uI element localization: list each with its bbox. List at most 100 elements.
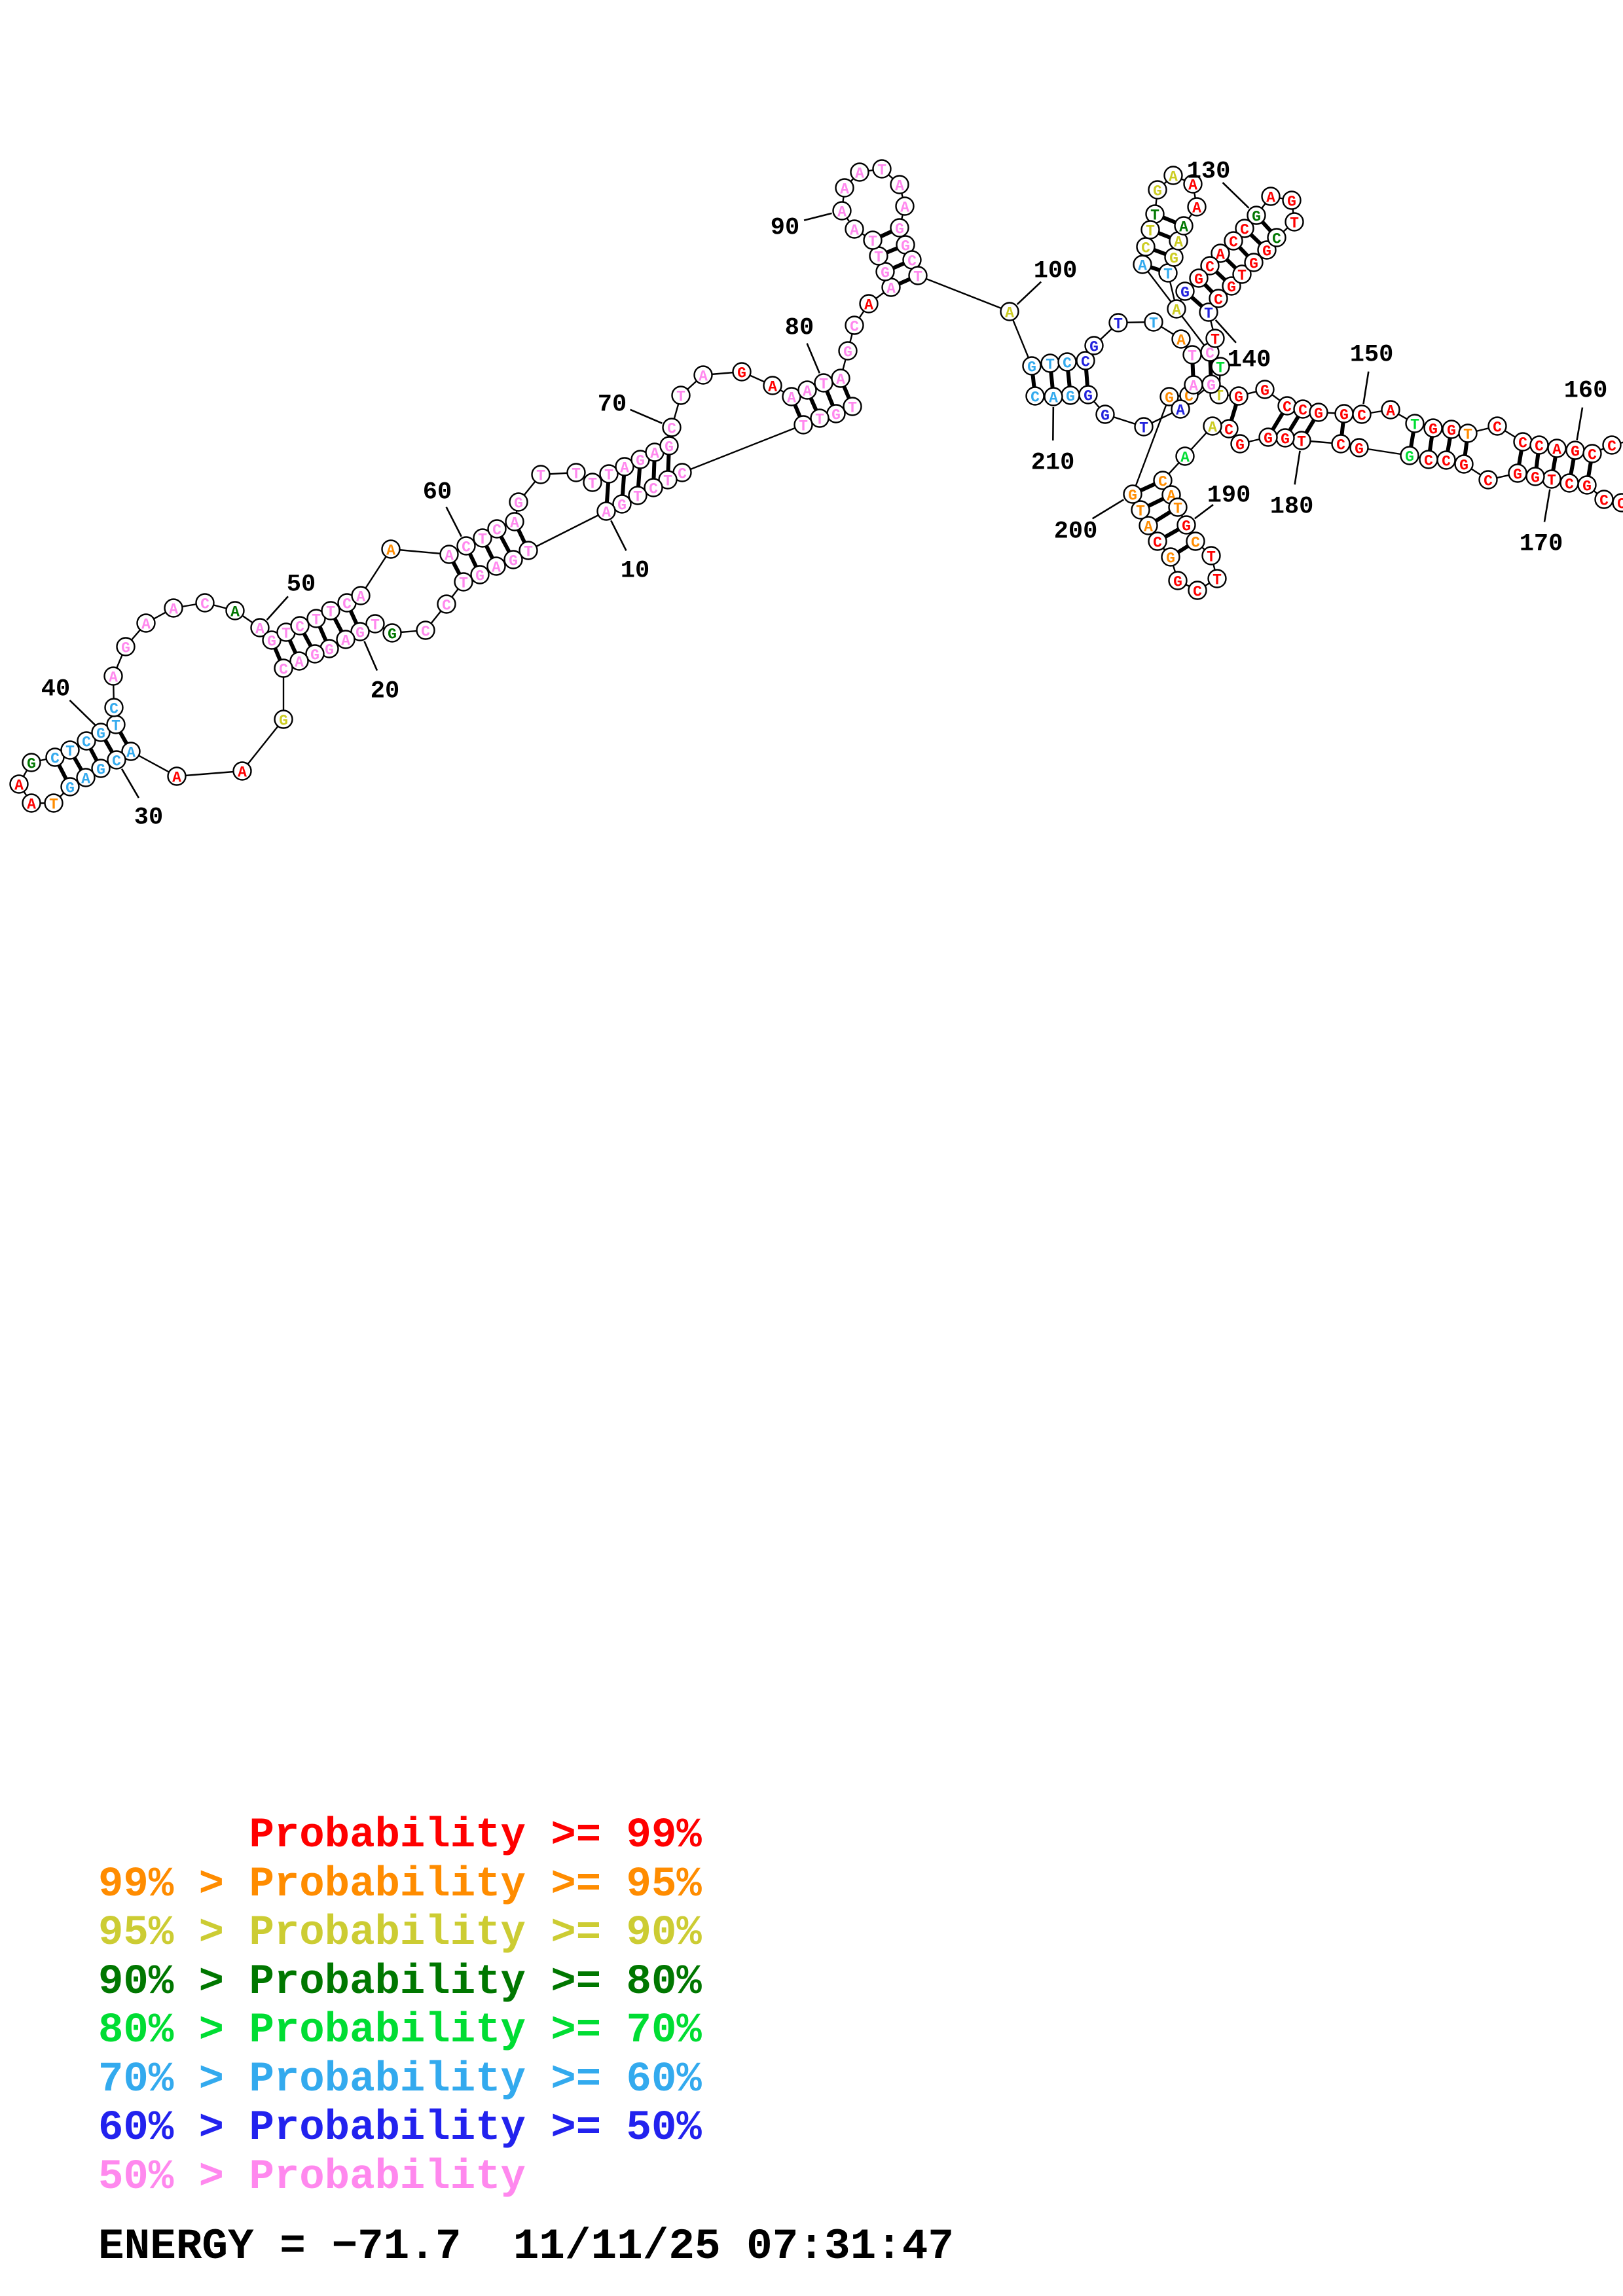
nucleotide-letter: C (649, 480, 658, 497)
nucleotide-letter: C (1063, 355, 1072, 372)
nucleotide-letter: T (1150, 207, 1159, 224)
nucleotide-letter: G (1405, 448, 1414, 465)
nucleotide-letter: T (1146, 223, 1155, 240)
nucleotide-circle (1084, 336, 1104, 355)
nucleotide-letter: G (310, 647, 319, 664)
nucleotide-letter: A (886, 280, 896, 297)
nucleotide-letter: T (111, 717, 120, 734)
nucleotide-letter: C (1565, 476, 1574, 493)
nucleotide: T (1199, 302, 1218, 322)
nucleotide-letter: A (620, 459, 629, 476)
nucleotide-circle (863, 230, 883, 250)
nucleotide-letter: C (50, 750, 60, 767)
nucleotide-circle (439, 545, 459, 564)
nucleotide: C (672, 463, 692, 482)
nucleotide-letter: C (200, 596, 210, 613)
nucleotide-circle (306, 609, 326, 628)
nucleotide: G (503, 550, 523, 569)
nucleotide: T (1285, 212, 1304, 232)
nucleotide: A (250, 618, 270, 637)
nucleotide-letter: C (1205, 259, 1214, 276)
nucleotide: C (195, 593, 215, 613)
nucleotide: T (671, 386, 691, 405)
nucleotide-circle (1454, 454, 1474, 474)
nucleotide: A (486, 556, 506, 576)
nucleotide-circle (1144, 312, 1163, 332)
nucleotide: A (831, 368, 850, 388)
nucleotide-letter: C (1205, 345, 1214, 362)
nucleotide-letter: G (1314, 405, 1323, 422)
nucleotide-letter: T (874, 249, 883, 266)
nucleotide: C (107, 750, 126, 770)
nucleotide: T (793, 415, 813, 435)
nucleotide: A (1133, 255, 1152, 274)
nucleotide-letter: T (459, 575, 468, 592)
nucleotide: G (1161, 547, 1180, 567)
nucleotide-circle (290, 616, 310, 636)
nucleotide: T (658, 470, 678, 490)
nucleotide-letter: A (840, 181, 849, 198)
nucleotide-letter: G (1153, 183, 1162, 200)
nucleotide-circle (1267, 228, 1286, 247)
position-label: 190 (1207, 482, 1251, 509)
nucleotide-letter: C (442, 597, 451, 614)
nucleotide-letter: A (1180, 449, 1190, 466)
nucleotide-letter: G (1287, 193, 1296, 210)
nucleotide: C (1219, 419, 1239, 439)
nucleotide: T (1211, 357, 1230, 376)
nucleotide-letter: C (1141, 240, 1150, 257)
nucleotide: C (1478, 470, 1498, 490)
nucleotide: T (1158, 263, 1178, 283)
nucleotide: T (44, 793, 64, 813)
position-label: 160 (1564, 377, 1608, 404)
nucleotide-letter: C (295, 619, 304, 636)
nucleotide-circle (351, 586, 371, 605)
nucleotide-letter: A (230, 603, 240, 620)
nucleotide-letter: T (524, 543, 533, 560)
nucleotide-letter: C (492, 522, 501, 539)
nucleotide: G (838, 341, 858, 361)
position-labels: 10 20 30 40 50 60 70 80 90 100 130 140 150 160 170 180 1… (41, 158, 1608, 831)
nucleotide-letter: G (121, 639, 130, 656)
nucleotide: C (1200, 256, 1220, 276)
nucleotide-circle (1235, 219, 1254, 238)
nucleotide-circle (503, 550, 523, 569)
position-label: 140 (1228, 346, 1271, 374)
label-pointer (806, 343, 820, 374)
nucleotide: T (1458, 423, 1478, 443)
nucleotide: G (1201, 374, 1221, 394)
nucleotide: C (45, 747, 65, 767)
nucleotide-circle (1108, 313, 1128, 332)
nucleotide-letter: A (864, 296, 873, 314)
nucleotide: C (1529, 435, 1549, 455)
nucleotide: A (763, 376, 782, 395)
nucleotide-circle (1148, 180, 1167, 200)
position-label: 90 (771, 214, 799, 242)
legend-line: 80% > Probability >= 70% (98, 2007, 702, 2054)
nucleotide-letter: T (49, 796, 58, 813)
nucleotide-circle (1478, 470, 1498, 490)
nucleotide: A (1261, 187, 1281, 206)
nucleotide: G (1159, 387, 1179, 406)
nucleotide-letter: G (901, 238, 910, 255)
nucleotide-circle (437, 594, 456, 614)
legend-line: 60% > Probability >= 50% (98, 2105, 702, 2152)
position-label: 70 (598, 391, 627, 418)
nucleotide-letter: G (1429, 421, 1438, 438)
nucleotide-circle (103, 666, 123, 686)
nucleotide-circle (1232, 264, 1252, 284)
nucleotide-letter: T (1547, 472, 1556, 489)
nucleotide: C (290, 616, 310, 636)
nucleotide-circle (1331, 434, 1351, 454)
nucleotide-letter: C (421, 623, 430, 640)
nucleotide: G (1123, 484, 1142, 504)
nucleotide-letter: T (815, 411, 824, 428)
nucleotide: A (1211, 243, 1230, 263)
nucleotide-letter: G (1340, 406, 1349, 423)
nucleotide-letter: A (787, 389, 796, 406)
nucleotide-circle (1022, 356, 1042, 376)
nucleotide-circle (454, 572, 473, 592)
nucleotide-letter: C (112, 753, 121, 770)
nucleotide-letter: T (588, 475, 597, 492)
nucleotide-letter: C (1153, 534, 1162, 551)
